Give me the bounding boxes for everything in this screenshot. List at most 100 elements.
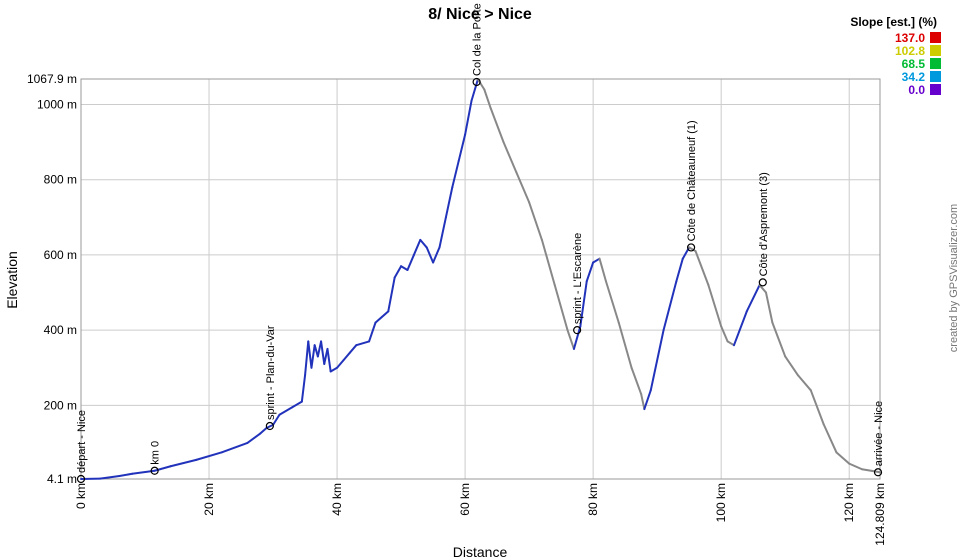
profile-segment [320, 340, 326, 365]
profile-segment [572, 325, 582, 350]
y-tick-label: 4.1 m [47, 472, 77, 486]
profile-segment [329, 366, 339, 373]
profile-segment [336, 359, 345, 369]
profile-segment [553, 284, 569, 332]
chart-title: 8/ Nice > Nice [428, 6, 532, 23]
legend-swatch [930, 32, 941, 43]
profile-segment [649, 329, 665, 392]
waypoint-marker [873, 468, 883, 477]
profile-segment [604, 280, 620, 324]
profile-segment [118, 472, 134, 478]
x-tick-label: 100 km [714, 483, 728, 522]
profile-segment [374, 310, 390, 324]
y-axis-label: Elevation [4, 251, 20, 309]
y-tick-label: 200 m [44, 398, 77, 412]
profile-segment [643, 389, 652, 411]
waypoint-label: Côte d'Aspremont (3) [758, 172, 770, 276]
profile-segment [419, 238, 428, 249]
y-axis-ticks: 4.1 m 200 m 400 m 600 m 800 m 1000 m 1067.9 m [27, 72, 77, 486]
profile-segment [784, 355, 799, 377]
legend-title: Slope [est.] (%) [850, 15, 937, 29]
waypoint-marker [758, 278, 767, 287]
profile-segment [195, 451, 223, 461]
waypoint-marker [686, 243, 696, 252]
plot-frame [80, 78, 881, 480]
profile-segment [425, 246, 435, 264]
profile-segment [457, 133, 467, 162]
x-axis-ticks: 0 km 20 km 40 km 60 km 80 km 100 km 120 km 124.… [74, 483, 887, 546]
profile-segment [515, 171, 531, 204]
profile-segment [662, 280, 678, 332]
grid-lines [80, 78, 881, 480]
profile-segment [640, 393, 646, 411]
profile-segment [272, 413, 281, 426]
waypoint-label: arrivée - Nice [873, 401, 885, 466]
profile-segment [368, 321, 377, 343]
x-tick-label: 120 km [842, 483, 856, 522]
profile-segment [540, 238, 556, 287]
waypoints: départ - Nice km 0 sprint - Plan-du-Var Col… [76, 3, 885, 484]
waypoint-label: départ - Nice [76, 410, 88, 473]
profile-segment [464, 99, 473, 136]
waypoint-label: sprint - Plan-du-Var [265, 325, 277, 420]
profile-segment [278, 406, 294, 416]
profile-segment [861, 468, 881, 474]
x-tick-label: 124.809 km [873, 483, 887, 546]
profile-segment [720, 325, 729, 343]
profile-segment [300, 374, 307, 403]
profile-segment [592, 257, 601, 264]
profile-segment [220, 441, 249, 454]
profile-segment [745, 284, 761, 313]
profile-segment [630, 366, 643, 396]
legend-item-label: 68.5 [902, 57, 926, 71]
legend-item-label: 0.0 [908, 83, 925, 97]
waypoint-marker [265, 421, 274, 431]
waypoint-label: Côte de Châteauneuf (1) [686, 120, 698, 241]
legend-item-label: 137.0 [895, 31, 925, 45]
waypoint-marker [573, 326, 582, 335]
profile-segment [326, 347, 332, 373]
profile-segment [355, 340, 371, 347]
legend-swatch [930, 71, 941, 82]
profile-segment [387, 276, 396, 313]
x-tick-label: 40 km [330, 483, 344, 516]
x-axis-label: Distance [453, 544, 508, 560]
profile-segment [566, 329, 575, 350]
x-tick-label: 60 km [458, 483, 472, 516]
waypoint-marker [150, 466, 159, 475]
profile-segment [169, 458, 198, 468]
waypoint-label: km 0 [150, 441, 162, 465]
profile-segment [528, 201, 543, 241]
waypoint-label: sprint - L'Escarène [572, 233, 584, 324]
profile-segment [809, 389, 825, 426]
y-tick-label: 1000 m [37, 98, 77, 112]
profile-segment [579, 280, 588, 328]
credit-text: created by GPSVisualizer.com [948, 204, 960, 352]
legend-item-label: 102.8 [895, 44, 925, 58]
profile-segment [726, 340, 735, 347]
x-tick-label: 80 km [586, 483, 600, 516]
profile-segment [598, 257, 607, 283]
profile-segment [406, 253, 415, 271]
profile-segment [444, 186, 454, 219]
y-tick-label: 800 m [44, 173, 77, 187]
profile-segment [796, 374, 812, 392]
profile-segment [476, 78, 486, 91]
profile-segment [764, 291, 774, 324]
profile-segment [835, 451, 851, 465]
waypoint-marker [76, 474, 86, 484]
profile-segment [489, 107, 505, 144]
profile-segment [412, 238, 422, 256]
profile-segment [310, 344, 316, 369]
waypoint-label: Col de la Porte [472, 3, 484, 76]
x-tick-label: 20 km [202, 483, 216, 516]
profile-segment [707, 284, 723, 328]
profile-segment [470, 78, 479, 102]
profile-segment [432, 246, 441, 264]
profile-segment [291, 400, 303, 409]
profile-segment [502, 141, 518, 174]
legend-swatch [930, 58, 941, 69]
profile-segment [393, 265, 403, 279]
